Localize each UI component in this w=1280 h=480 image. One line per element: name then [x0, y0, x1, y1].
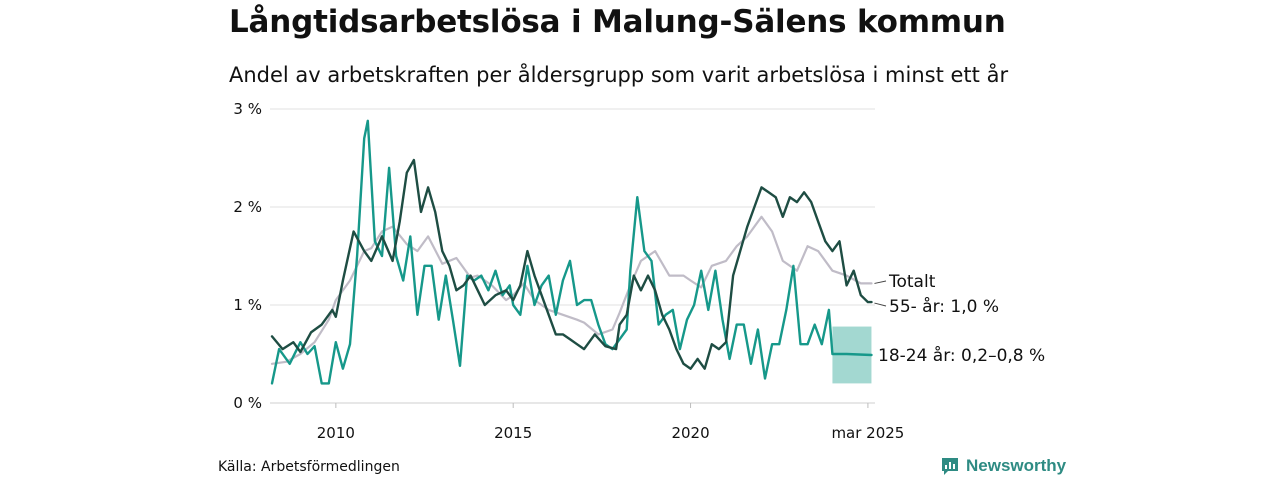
series-label-55plus: 55- år: 1,0 % — [889, 296, 999, 317]
y-tick-label: 0 % — [233, 394, 262, 412]
source-note: Källa: Arbetsförmedlingen — [218, 459, 400, 475]
page-title: Långtidsarbetslösa i Malung-Sälens kommu… — [229, 4, 1006, 40]
series-line-55plus — [270, 158, 873, 370]
series-label-18-24: 18-24 år: 0,2–0,8 % — [878, 345, 1045, 366]
y-tick-label: 1 % — [233, 296, 262, 314]
bar-chart-speech-bubble-icon — [942, 458, 958, 475]
label-connector — [874, 280, 887, 284]
x-tick-label: mar 2025 — [831, 424, 904, 442]
series-label-totalt: Totalt — [888, 272, 936, 292]
y-tick-label: 3 % — [233, 100, 262, 118]
label-connector — [874, 302, 887, 307]
x-tick-label: 2020 — [671, 424, 709, 442]
page-subtitle: Andel av arbetskraften per åldersgrupp s… — [229, 63, 1009, 87]
brand-name: Newsworthy — [966, 456, 1067, 475]
brand-logo[interactable]: Newsworthy — [940, 456, 1066, 476]
x-tick-label: 2015 — [494, 424, 532, 442]
y-tick-label: 2 % — [233, 198, 262, 216]
series-line-18-24 — [270, 119, 873, 385]
x-tick-label: 2010 — [317, 424, 355, 442]
